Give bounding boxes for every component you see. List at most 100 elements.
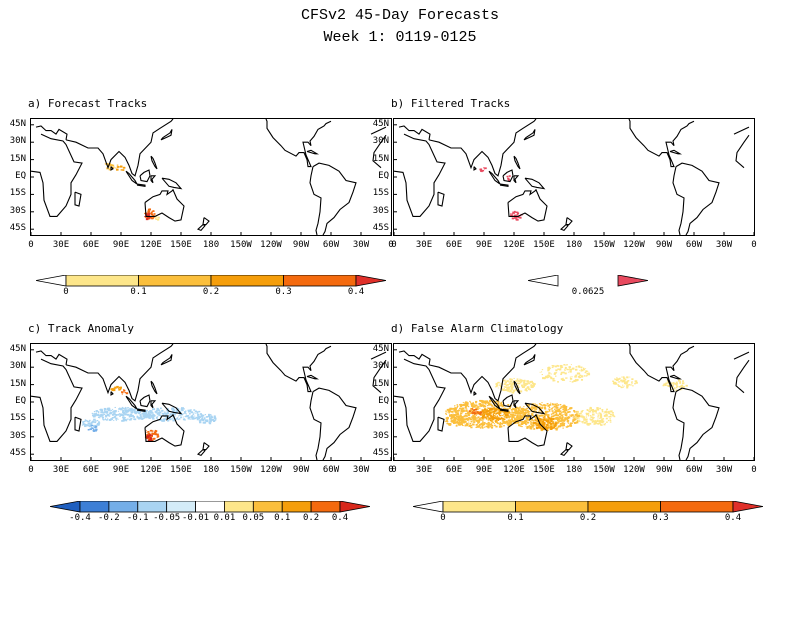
coastline-18 [35, 125, 387, 140]
colorbar-label: -0.1 [126, 513, 149, 523]
colorbar-swatch [442, 500, 516, 513]
coastline-9 [160, 354, 173, 366]
map-panel-b [393, 118, 755, 236]
coastline-14 [628, 344, 695, 393]
lon-label: 150E [533, 240, 555, 250]
shading-region-0 [479, 167, 487, 173]
figure-title: CFSv2 45-Day Forecasts [300, 7, 500, 24]
lon-label: 0 [388, 465, 394, 475]
colorbar-swatch [527, 274, 559, 287]
coastline-12 [202, 217, 210, 226]
lon-label: 30E [52, 240, 70, 250]
panel-title-a: a) Forecast Tracks [28, 97, 148, 110]
coastline-9 [523, 129, 536, 141]
panel-title-d: d) False Alarm Climatology [391, 322, 564, 335]
coastline-1 [65, 119, 174, 177]
coastline-1 [428, 344, 537, 402]
coastline-4 [488, 395, 501, 410]
coastline-14 [265, 119, 332, 168]
lon-label: 30E [415, 465, 433, 475]
shading-region-1 [116, 165, 126, 171]
lon-label: 90W [292, 465, 310, 475]
colorbar-label: -0.4 [69, 513, 91, 523]
shading-region-5 [612, 376, 638, 389]
lat-label: 15N [372, 378, 389, 389]
colorbar-svg-c [49, 500, 371, 513]
colorbar-label: 0.4 [724, 513, 742, 523]
coastline-0 [31, 358, 387, 442]
lat-label: EQ [378, 171, 389, 181]
lon-label: 0 [28, 240, 34, 250]
coastline-3 [473, 391, 477, 396]
colorbar-swatch [660, 500, 734, 513]
lon-label: 150W [230, 240, 252, 250]
lat-label: 15N [9, 378, 26, 389]
coastline-2 [74, 416, 82, 432]
lat-label: 15S [372, 188, 389, 199]
shading-region-7 [479, 407, 511, 422]
shading-region-8 [87, 424, 98, 432]
lat-label: 30N [9, 361, 26, 372]
coastline-5 [136, 408, 146, 412]
coastline-2 [437, 191, 445, 207]
coastline-12 [565, 442, 573, 451]
lat-label: 30N [372, 136, 389, 147]
lon-label: 90W [292, 240, 310, 250]
map-svg-b [394, 119, 754, 235]
colorbar-label: 0.4 [347, 287, 365, 297]
lon-label: 180 [565, 465, 583, 475]
coastline-13 [559, 449, 569, 457]
lon-label: 90W [655, 465, 673, 475]
colorbar-swatch [355, 274, 387, 287]
figure-subtitle: Week 1: 0119-0125 [323, 29, 477, 46]
coastline-15 [675, 387, 720, 460]
lon-label: 0 [751, 240, 757, 250]
coastline-7 [150, 175, 157, 184]
lon-label: 60E [82, 465, 100, 475]
coastline-4 [125, 170, 138, 185]
lon-label: 150W [593, 240, 615, 250]
lon-label: 120E [140, 465, 162, 475]
colorbar-label: 0.1 [274, 513, 291, 523]
shading-region-0 [104, 163, 119, 171]
map-panel-d [393, 343, 755, 461]
colorbar-label: 0.2 [202, 287, 220, 297]
lon-label: 180 [202, 240, 220, 250]
lon-label: 180 [202, 465, 220, 475]
colorbar-swatch [108, 500, 139, 513]
coastline-1 [65, 344, 174, 402]
lon-label: 150W [593, 465, 615, 475]
shading-region-1 [141, 407, 203, 422]
colorbar-label: -0.2 [98, 513, 120, 523]
lat-label: 45S [9, 448, 26, 459]
shading-region-4 [110, 385, 122, 392]
panel-title-b: b) Filtered Tracks [391, 97, 511, 110]
panel-title-c: c) Track Anomaly [28, 322, 134, 335]
colorbar-swatch [587, 500, 661, 513]
lon-label: 120E [140, 240, 162, 250]
coastline-13 [559, 224, 569, 232]
coastline-16 [309, 166, 322, 235]
colorbar-swatch [283, 274, 357, 287]
colorbar-label: 0 [63, 287, 69, 297]
lat-label: 45S [372, 448, 389, 459]
lat-label: 15S [9, 188, 26, 199]
lon-label: 120E [503, 465, 525, 475]
coastline-14 [628, 119, 695, 168]
colorbar-swatch [224, 500, 254, 513]
coastline-8 [513, 155, 521, 170]
colorbar-label: -0.01 [182, 513, 210, 523]
lon-label: 60E [445, 465, 463, 475]
map-panel-c [30, 343, 392, 461]
shading-region-3 [81, 418, 101, 429]
lat-label: 30N [9, 136, 26, 147]
lon-label: 90E [475, 465, 493, 475]
colorbar-label: -0.05 [153, 513, 181, 523]
coastline-2 [437, 416, 445, 432]
lon-label: 90E [475, 240, 493, 250]
coastline-11 [507, 413, 548, 447]
lat-label: 30S [9, 205, 26, 216]
colorbar-swatch [412, 500, 444, 513]
lon-label: 30W [715, 240, 733, 250]
lat-label: EQ [378, 396, 389, 406]
